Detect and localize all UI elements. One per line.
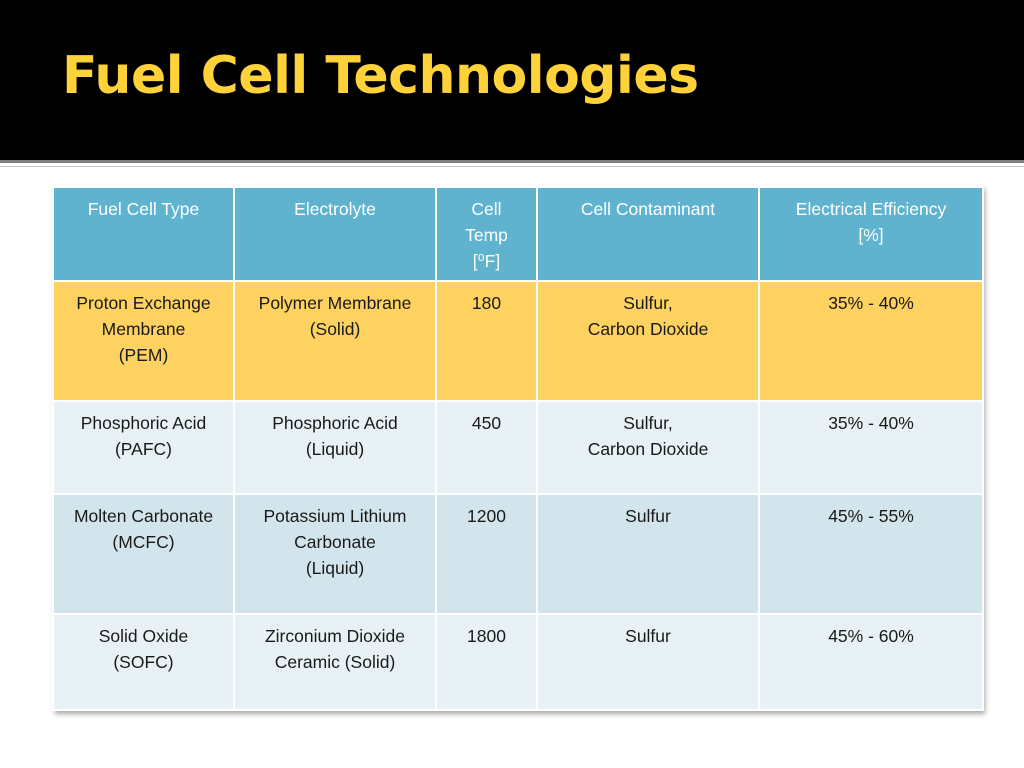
cell-electrolyte: Polymer Membrane (Solid) (233, 280, 437, 402)
cell-temp: 1800 (435, 613, 538, 711)
divider-line-thin (0, 166, 1024, 167)
cell-temp: 1200 (435, 493, 538, 615)
table-row: Molten Carbonate (MCFC) Potassium Lithiu… (52, 493, 984, 615)
cell-fuel-cell-type: Molten Carbonate (MCFC) (52, 493, 235, 615)
header-electrical-efficiency: Electrical Efficiency [%] (758, 186, 984, 282)
table-header-row: Fuel Cell Type Electrolyte Cell Temp [⁰F… (52, 186, 984, 282)
cell-contaminant: Sulfur (536, 493, 760, 615)
cell-efficiency: 35% - 40% (758, 280, 984, 402)
cell-temp: 180 (435, 280, 538, 402)
cell-contaminant: Sulfur, Carbon Dioxide (536, 280, 760, 402)
cell-fuel-cell-type: Phosphoric Acid (PAFC) (52, 400, 235, 495)
header-cell-contaminant: Cell Contaminant (536, 186, 760, 282)
cell-efficiency: 45% - 60% (758, 613, 984, 711)
cell-electrolyte: Phosphoric Acid (Liquid) (233, 400, 437, 495)
table-container: Fuel Cell Type Electrolyte Cell Temp [⁰F… (52, 186, 984, 711)
cell-contaminant: Sulfur, Carbon Dioxide (536, 400, 760, 495)
slide-title: Fuel Cell Technologies (62, 46, 699, 106)
header-cell-temp: Cell Temp [⁰F] (435, 186, 538, 282)
cell-electrolyte: Zirconium Dioxide Ceramic (Solid) (233, 613, 437, 711)
fuel-cell-table: Fuel Cell Type Electrolyte Cell Temp [⁰F… (52, 186, 984, 711)
cell-temp: 450 (435, 400, 538, 495)
header-electrolyte: Electrolyte (233, 186, 437, 282)
cell-efficiency: 35% - 40% (758, 400, 984, 495)
table-row: Phosphoric Acid (PAFC) Phosphoric Acid (… (52, 400, 984, 495)
cell-electrolyte: Potassium Lithium Carbonate (Liquid) (233, 493, 437, 615)
cell-fuel-cell-type: Proton Exchange Membrane (PEM) (52, 280, 235, 402)
divider-line (0, 160, 1024, 163)
table-row: Solid Oxide (SOFC) Zirconium Dioxide Cer… (52, 613, 984, 711)
header-fuel-cell-type: Fuel Cell Type (52, 186, 235, 282)
cell-efficiency: 45% - 55% (758, 493, 984, 615)
table-row: Proton Exchange Membrane (PEM) Polymer M… (52, 280, 984, 402)
title-bar: Fuel Cell Technologies (0, 0, 1024, 160)
cell-contaminant: Sulfur (536, 613, 760, 711)
cell-fuel-cell-type: Solid Oxide (SOFC) (52, 613, 235, 711)
